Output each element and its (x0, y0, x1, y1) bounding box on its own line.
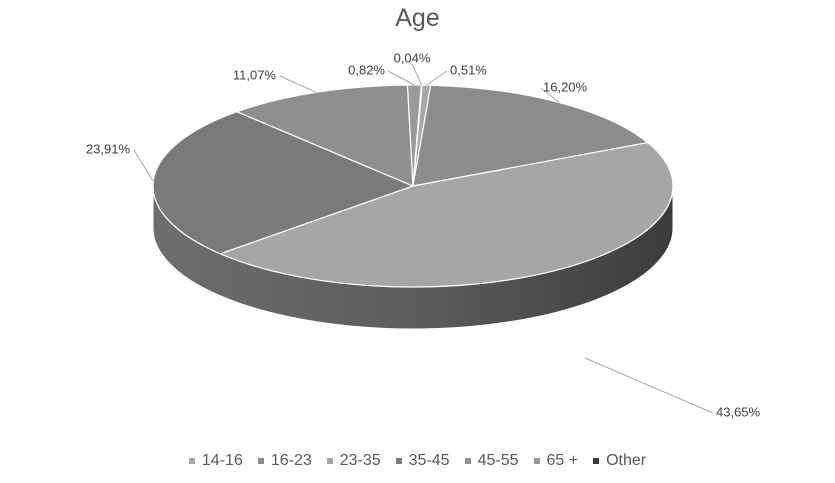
legend-label: Other (606, 452, 647, 469)
legend-swatch (395, 458, 402, 464)
legend-label: 65 + (546, 452, 579, 469)
data-label-other: 0,04% (394, 50, 431, 65)
legend-label: 45-55 (477, 452, 519, 469)
pie-slice-23-35 (218, 141, 674, 288)
legend-item-35-45: 35-45 (395, 452, 450, 470)
pie-slice-45-55 (235, 84, 414, 187)
legend-label: 16-23 (270, 452, 312, 469)
legend-label: 23-35 (339, 452, 381, 469)
pie-top-face (152, 84, 674, 288)
legend-label: 35-45 (408, 452, 450, 469)
legend-swatch (533, 458, 540, 464)
leader-line-65 (387, 70, 415, 86)
data-label-16-23: 16,20% (543, 79, 588, 94)
legend-item-16-23: 16-23 (257, 452, 312, 470)
legend-swatch (464, 458, 471, 464)
leader-line-35-45 (133, 149, 154, 182)
data-labels: 0,51% 16,20% 43,65% 23,91% 11,07% 0,82% 0,04% (86, 50, 761, 419)
legend-swatch (257, 458, 264, 464)
legend-swatch (593, 458, 600, 464)
chart-title: Age (395, 4, 440, 32)
legend-item-other: Other (593, 452, 646, 470)
leader-line-23-35 (584, 357, 714, 414)
legend-swatch (188, 458, 195, 464)
data-label-65: 0,82% (348, 62, 385, 77)
leader-lines (133, 63, 714, 414)
leader-line-45-55 (279, 75, 317, 93)
leader-line-16-23 (540, 87, 560, 103)
legend-item-65: 65 + (533, 452, 579, 470)
data-label-45-55: 11,07% (233, 67, 277, 82)
data-label-14-16: 0,51% (450, 62, 487, 77)
pie-slice-35-45 (152, 111, 415, 255)
legend-swatch (326, 458, 333, 464)
legend-item-45-55: 45-55 (464, 452, 519, 470)
legend-item-23-35: 23-35 (326, 452, 381, 470)
data-label-35-45: 23,91% (86, 141, 131, 156)
legend: 14-16 16-23 23-35 35-45 45-55 65 + Other (0, 452, 835, 470)
leader-line-other (411, 63, 423, 86)
data-label-23-35: 43,65% (716, 404, 761, 419)
legend-label: 14-16 (201, 452, 243, 469)
legend-item-14-16: 14-16 (188, 452, 243, 470)
leader-line-14-16 (426, 70, 448, 86)
